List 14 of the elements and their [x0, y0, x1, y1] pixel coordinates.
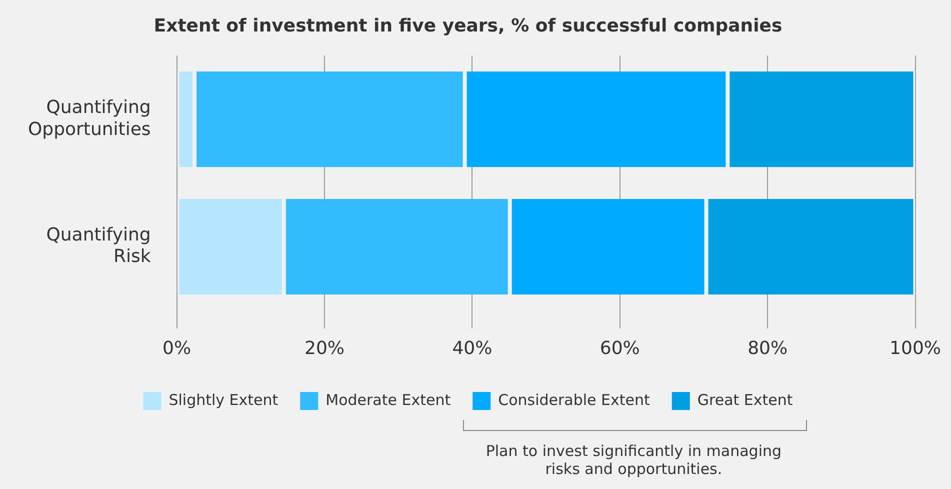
legend-label: Considerable Extent [498, 390, 650, 409]
x-tick-label: 60% [600, 338, 640, 359]
x-tick-label: 100% [890, 338, 942, 359]
x-tick-label: 80% [748, 338, 788, 359]
x-tick-label: 0% [162, 338, 192, 359]
chart-title: Extent of investment in five years, % of successful companies [154, 15, 782, 36]
y-tick-label: Quantifying Opportunities [28, 97, 151, 140]
legend-label: Moderate Extent [326, 390, 451, 409]
text: Plan to invest significantly in managing risks and opportunities. [484, 442, 783, 478]
legend-label: Slightly Extent [168, 390, 278, 409]
x-tick-label: 20% [304, 338, 345, 359]
y-tick-label: Quantifying Risk [46, 224, 152, 268]
x-tick-label: 40% [452, 338, 492, 359]
legend-label: Great Extent [697, 390, 793, 409]
